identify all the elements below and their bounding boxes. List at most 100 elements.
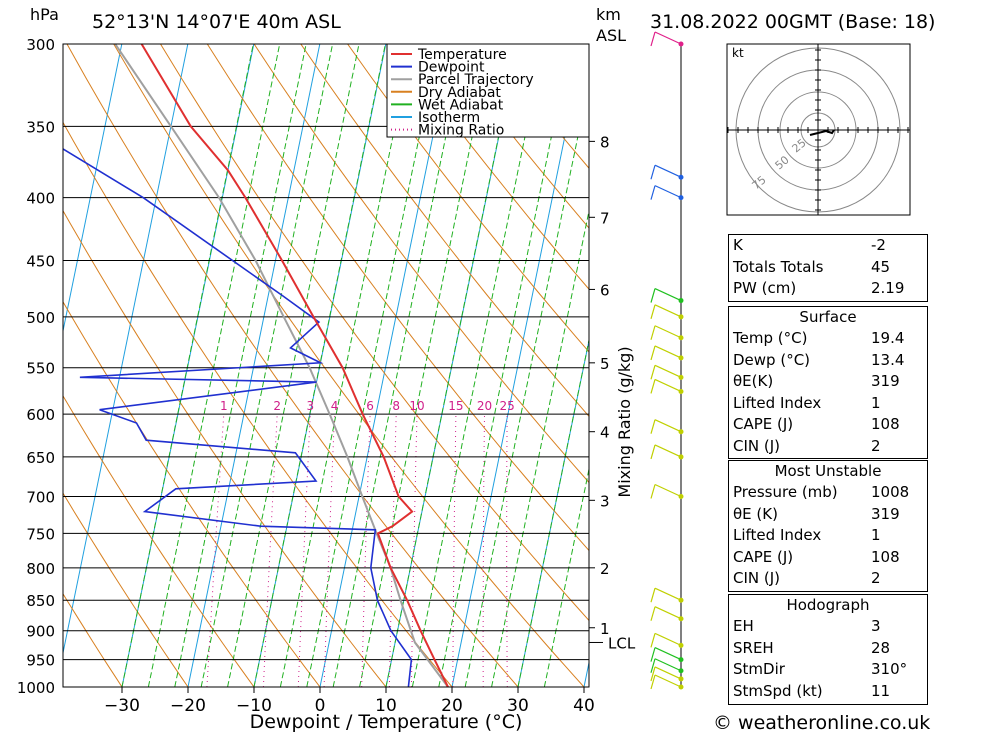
wind-barb — [654, 378, 682, 393]
wind-barb-feather — [650, 288, 656, 303]
dry-adiabat-line — [393, 44, 589, 290]
dry-adiabat-line — [300, 44, 589, 418]
wind-barb-dot — [678, 494, 684, 500]
temperature-tick-label: −10 — [236, 696, 272, 716]
surface-key: θE(K) — [733, 372, 774, 390]
surface-value: 2 — [871, 436, 881, 455]
mixing-ratio-label: 10 — [409, 399, 424, 413]
wind-barb-feather — [650, 647, 656, 662]
wind-barb-feather — [650, 674, 656, 690]
wet-adiabat-line — [543, 466, 589, 687]
mixing-ratio-label: 8 — [392, 399, 400, 413]
km-tick-label: 2 — [600, 560, 610, 578]
height-unit-asl: ASL — [596, 26, 626, 45]
wind-barb-dot — [678, 597, 684, 603]
mu-value: 1008 — [871, 483, 910, 501]
mixing-ratio-axis-label: Mixing Ratio (g/kg) — [615, 346, 634, 497]
datetime-title: 31.08.2022 00GMT (Base: 18) — [650, 11, 935, 33]
wind-barb — [654, 606, 682, 620]
wind-barb-feather — [650, 444, 656, 460]
pressure-unit: hPa — [30, 5, 59, 24]
hodo-key: StmDir — [733, 660, 785, 678]
wet-adiabat-line — [306, 44, 439, 687]
wind-barb — [654, 304, 682, 318]
wind-barb-dot — [678, 616, 684, 622]
mixing-ratio-label: 4 — [331, 399, 339, 413]
surface-key: CIN (J) — [733, 436, 781, 455]
wind-barb — [654, 674, 682, 688]
isotherm-line — [187, 44, 321, 687]
dry-adiabat-line — [63, 121, 453, 687]
km-tick-label: 4 — [600, 424, 610, 442]
hodograph-table-title: Hodograph — [786, 596, 870, 614]
dry-adiabat-line — [440, 44, 589, 229]
wind-barb — [654, 658, 682, 672]
km-tick-label: 6 — [600, 281, 610, 299]
hodograph-trace — [809, 129, 835, 136]
wind-barb — [654, 483, 682, 498]
mixing-ratio-label: 3 — [306, 399, 314, 413]
pressure-tick-label: 500 — [26, 309, 55, 327]
wet-adiabat-line — [438, 44, 571, 687]
surface-key: Dewp (°C) — [733, 350, 811, 369]
pressure-tick-label: 800 — [26, 560, 55, 578]
hodo-key: EH — [733, 617, 754, 635]
legend-box — [386, 43, 590, 138]
pw-value: 2.19 — [871, 279, 905, 297]
surface-value: 19.4 — [871, 329, 905, 347]
temperature-tick-label: −30 — [104, 696, 140, 716]
wind-barb — [654, 666, 682, 680]
wind-barb — [654, 587, 682, 601]
wind-barb-feather — [650, 31, 656, 47]
wind-barb-feather — [650, 419, 656, 434]
wind-barb-dot — [678, 429, 684, 435]
wind-barb-feather — [650, 345, 656, 361]
wind-barb-feather — [650, 304, 656, 319]
wind-barb-feather — [650, 185, 656, 200]
legend-label: Mixing Ratio — [418, 123, 504, 139]
k-index-label: K — [733, 236, 743, 254]
km-tick-label: 8 — [600, 133, 610, 151]
mixing-ratio-label: 20 — [477, 399, 492, 413]
surface-title: Surface — [799, 308, 857, 326]
mixing-ratio-label: 6 — [366, 399, 374, 413]
wind-barb-feather — [650, 606, 656, 621]
lcl-label: LCL — [608, 634, 636, 652]
dry-adiabat-line — [113, 44, 585, 687]
wind-barb-dot — [678, 355, 684, 361]
surface-key: Temp (°C) — [733, 329, 808, 347]
mixing-ratio-label: 25 — [499, 399, 514, 413]
wind-barb-feather — [650, 365, 656, 380]
footer-credit: © weatheronline.co.uk — [713, 712, 930, 733]
surface-value: 319 — [871, 372, 900, 390]
hodo-value: 3 — [871, 617, 881, 635]
pressure-tick-label: 450 — [26, 253, 55, 271]
wind-barb-dot — [678, 388, 684, 394]
pressure-tick-label: 950 — [26, 652, 55, 670]
mixing-ratio-label: 2 — [273, 399, 281, 413]
temperature-tick-label: 40 — [573, 696, 595, 716]
dry-adiabat-line — [63, 209, 387, 687]
totals-totals-label: Totals Totals — [733, 257, 824, 276]
hodo-key: StmSpd (kt) — [733, 681, 823, 700]
mixing-ratio-line — [482, 414, 485, 687]
surface-table: Surface Temp (°C) 19.4 Dewp (°C) 13.4 θE(K… — [728, 306, 928, 459]
wind-barb-dot — [678, 642, 684, 648]
wind-barb — [654, 31, 682, 45]
dry-adiabat-line — [63, 592, 123, 687]
pressure-tick-label: 400 — [26, 190, 55, 208]
mixing-ratio-line — [452, 414, 457, 687]
wind-barb-feather — [650, 484, 656, 499]
totals-totals-value: 45 — [871, 257, 891, 276]
wind-barb — [654, 444, 682, 458]
mu-key: Pressure (mb) — [733, 483, 838, 501]
hodograph-table: Hodograph EH 3 SREH 28 StmDir 310° StmSpd (… — [728, 594, 928, 705]
hodo-value: 11 — [871, 681, 891, 700]
parcel-trajectory-line — [114, 44, 449, 687]
axis-labels: 3003504004505005506006507007508008509009… — [17, 36, 636, 716]
pressure-tick-label: 750 — [26, 525, 55, 543]
km-tick-label: 5 — [600, 355, 610, 373]
